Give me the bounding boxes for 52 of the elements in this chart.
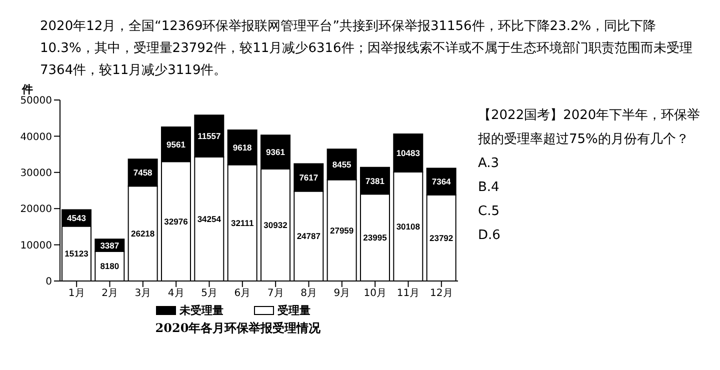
x-tick-label: 4月: [168, 288, 184, 300]
data-label: 7458: [133, 168, 153, 178]
data-label: 9618: [232, 142, 252, 152]
data-label: 27959: [330, 225, 354, 236]
data-label: 8455: [332, 160, 352, 170]
x-tick-label: 1月: [68, 288, 85, 300]
legend-label: 未受理量: [180, 303, 224, 318]
x-tick-label: 8月: [300, 288, 317, 300]
data-label: 23792: [430, 232, 454, 243]
data-label: 24787: [296, 231, 321, 242]
data-label: 32111: [230, 218, 254, 228]
data-label: 30932: [264, 220, 288, 230]
y-axis-title: 件: [22, 82, 34, 96]
data-label: 15123: [64, 248, 89, 259]
data-label: 7617: [299, 172, 318, 182]
y-tick-label: 50000: [20, 96, 52, 107]
x-tick-label: 5月: [201, 288, 218, 300]
x-tick-label: 7月: [267, 288, 284, 300]
x-tick-label: 10月: [364, 288, 386, 300]
data-label: 7364: [432, 176, 452, 187]
y-tick-label: 0: [46, 276, 52, 288]
data-label: 32976: [164, 216, 188, 226]
text: A.3: [478, 155, 500, 173]
data-label: 8180: [100, 261, 120, 272]
x-tick-label: 11月: [396, 288, 420, 300]
y-tick-label: 40000: [20, 132, 52, 143]
data-label: 4543: [67, 213, 86, 224]
data-label: 9561: [166, 139, 186, 150]
data-label: 9361: [266, 147, 286, 158]
x-tick-label: 2月: [102, 288, 118, 300]
y-tick-label: 10000: [20, 240, 52, 252]
data-label: 10483: [396, 148, 420, 158]
data-label: 7381: [366, 176, 385, 186]
data-label: 11557: [198, 131, 222, 142]
data-label: 30108: [396, 222, 420, 232]
y-tick-label: 30000: [20, 168, 52, 179]
x-tick-label: 6月: [234, 288, 251, 300]
data-label: 3387: [100, 240, 120, 250]
y-tick-label: 20000: [20, 204, 52, 216]
x-tick-label: 12月: [430, 288, 453, 300]
text: 2020年各月环保举报受理情况: [154, 320, 322, 337]
text: 【2022国考】2020年下半年，环保举报的受理率超过75%的月份有几个？: [478, 107, 702, 149]
text: D.6: [478, 227, 502, 245]
data-label: 26218: [131, 228, 155, 239]
text: B.4: [478, 179, 500, 197]
legend-label: 受理量: [278, 303, 310, 318]
text: C.5: [478, 203, 500, 221]
data-label: 34254: [197, 214, 222, 224]
text: 2020年12月，全国“12369环保举报联网管理平台”共接到环保举报31156件，环比下降23.2%，同比下降10.3%，其中，受理量23792件，较11月减少6316件；因举报线索不详或不属于生态环境部门职责范围而未受理7364件，较11月减少3119件。: [39, 18, 694, 80]
x-tick-label: 9月: [334, 288, 350, 300]
x-tick-label: 3月: [134, 288, 152, 300]
data-label: 23995: [363, 232, 388, 243]
